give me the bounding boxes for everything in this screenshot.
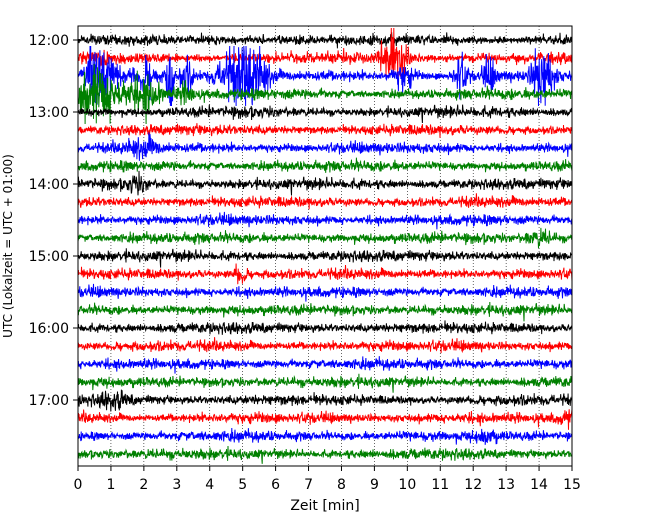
x-tick-label: 7	[304, 477, 313, 493]
trace-1545	[77, 301, 573, 322]
x-tick-label: 15	[563, 477, 581, 493]
x-tick-label: 3	[172, 477, 181, 493]
trace-1445	[77, 227, 573, 249]
trace-1330	[77, 132, 573, 161]
trace-1615	[77, 337, 573, 354]
y-tick-label: 14:00	[29, 177, 69, 193]
trace-1230	[77, 45, 573, 107]
y-tick-label: 12:00	[29, 33, 69, 49]
x-tick-label: 9	[370, 477, 379, 493]
trace-1245	[77, 63, 573, 125]
x-tick-label: 12	[464, 477, 482, 493]
grid-lines	[110, 26, 540, 466]
trace-1400	[77, 170, 573, 196]
trace-1415	[77, 193, 573, 210]
trace-1715	[77, 409, 573, 430]
plot-frame	[77, 25, 573, 467]
trace-1515	[77, 263, 573, 285]
trace-1645	[77, 373, 573, 393]
y-axis-ticks: 12:00 13:00 14:00 15:00 16:00 17:00	[29, 33, 78, 409]
x-tick-label: 8	[337, 477, 346, 493]
y-tick-label: 16:00	[29, 321, 69, 337]
x-tick-label: 2	[139, 477, 148, 493]
y-tick-label: 17:00	[29, 393, 69, 409]
x-axis-label: Zeit [min]	[290, 498, 359, 514]
trace-1315	[77, 123, 573, 138]
trace-1730	[77, 427, 573, 445]
trace-1345	[77, 157, 573, 173]
x-tick-label: 4	[205, 477, 214, 493]
trace-1500	[77, 248, 573, 268]
traces	[77, 27, 573, 464]
y-axis-label: UTC (Lokalzeit = UTC + 01:00)	[1, 154, 15, 338]
trace-1200	[77, 31, 573, 49]
x-tick-label: 0	[74, 477, 83, 493]
x-tick-label: 13	[497, 477, 515, 493]
trace-1745	[77, 445, 573, 464]
x-tick-label: 1	[106, 477, 115, 493]
trace-1215	[77, 27, 573, 80]
trace-1630	[77, 356, 573, 374]
y-tick-label: 15:00	[29, 249, 69, 265]
x-tick-label: 14	[530, 477, 548, 493]
trace-1600	[77, 320, 573, 335]
trace-1300	[77, 104, 573, 124]
y-tick-label: 13:00	[29, 105, 69, 121]
x-tick-label: 11	[431, 477, 449, 493]
trace-1430	[77, 211, 573, 230]
trace-1530	[77, 283, 573, 302]
trace-1700	[77, 389, 573, 412]
x-tick-label: 5	[238, 477, 247, 493]
x-tick-label: 6	[271, 477, 280, 493]
x-tick-label: 10	[398, 477, 416, 493]
x-axis-ticks: 0 1 2 3 4 5 6 7 8 9 10 11 12 13 14 15	[74, 466, 581, 493]
